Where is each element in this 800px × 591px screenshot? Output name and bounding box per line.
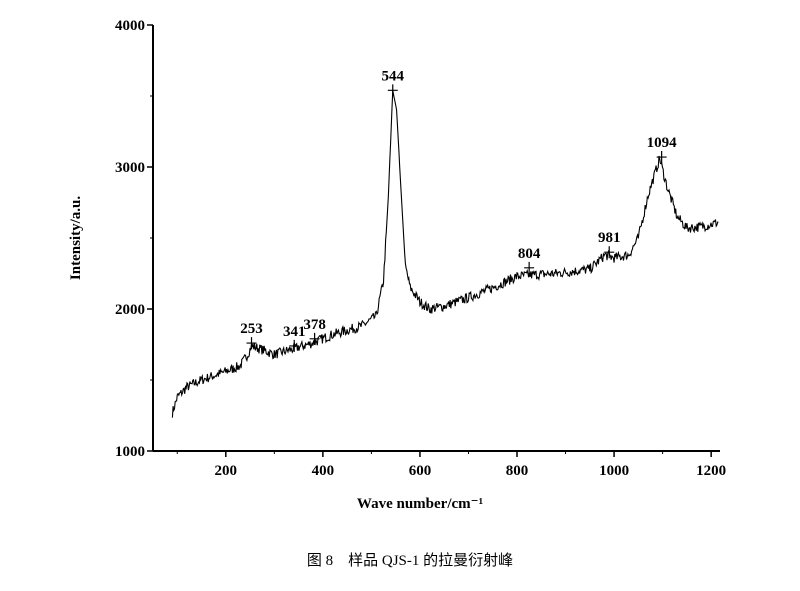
- y-tick-label: 1000: [115, 444, 145, 460]
- y-tick-label: 4000: [115, 18, 145, 34]
- x-axis-label: Wave number/cm⁻¹: [357, 496, 483, 512]
- x-tick-label: 1000: [599, 463, 629, 479]
- peak-marker: [656, 151, 667, 164]
- peak-marker: [309, 332, 320, 345]
- peak-label: 1094: [647, 135, 678, 151]
- peak-label: 981: [598, 230, 621, 246]
- figure-caption: 图 8 样品 QJS-1 的拉曼衍射峰: [307, 552, 513, 569]
- ticks: 200 400 600 800 1000 1200 1000 2000 3000 4000: [115, 18, 726, 479]
- peak-label: 804: [518, 246, 541, 262]
- peak-marker: [524, 261, 535, 274]
- x-tick-label: 1200: [696, 463, 726, 479]
- y-axis-label: Intensity/a.u.: [68, 196, 84, 280]
- y-tick-label: 3000: [115, 160, 145, 176]
- axes: [152, 25, 720, 452]
- peak-label: 341: [283, 324, 306, 340]
- peak-label: 544: [382, 68, 405, 84]
- peak-marker: [604, 246, 615, 259]
- x-tick-label: 400: [312, 463, 335, 479]
- x-tick-label: 200: [215, 463, 238, 479]
- peak-label: 253: [240, 321, 263, 337]
- x-tick-label: 800: [506, 463, 529, 479]
- peak-label: 378: [303, 317, 326, 333]
- y-tick-label: 2000: [115, 302, 145, 318]
- x-tick-label: 600: [409, 463, 432, 479]
- peak-marker: [246, 337, 257, 350]
- spectrum-line: [171, 90, 719, 418]
- peak-marker: [387, 84, 398, 97]
- peak-marker: [289, 339, 300, 352]
